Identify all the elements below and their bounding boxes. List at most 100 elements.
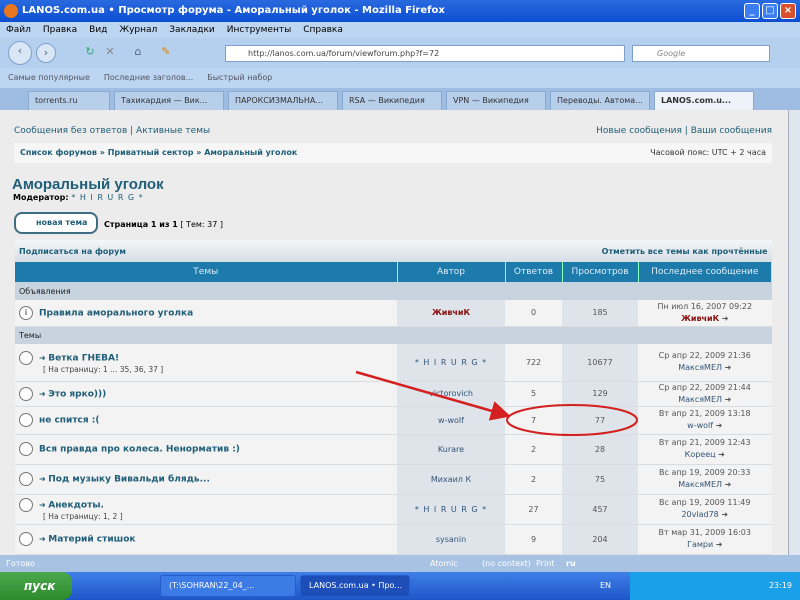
new-topic-button[interactable]: новая тема [14, 212, 98, 234]
topic-title[interactable]: Это ярко))) [48, 389, 107, 399]
window-title: LANOS.com.ua • Просмотр форума - Амораль… [22, 5, 445, 16]
tab-vpn[interactable]: VPN — Википедия [446, 91, 546, 110]
maximize-button[interactable]: □ [762, 3, 778, 19]
topic-title[interactable]: Материй стишок [48, 534, 136, 545]
topic-author[interactable]: victorovich [397, 381, 505, 407]
menu-edit[interactable]: Правка [42, 25, 78, 35]
breadcrumb-forum-list[interactable]: Список форумов [20, 148, 97, 157]
tab-translations[interactable]: Переводы. Автома... [550, 91, 650, 110]
url-bar[interactable]: http://lanos.com.ua/forum/viewforum.php?… [225, 45, 625, 62]
goto-last-post-icon[interactable]: ➜ [724, 363, 732, 373]
your-posts-link[interactable]: Ваши сообщения [690, 126, 772, 136]
forward-button[interactable]: › [36, 43, 56, 63]
goto-last-post-icon[interactable]: ➜ [715, 421, 723, 430]
last-post-user[interactable]: ЖивчиК [681, 313, 720, 323]
moderator-link[interactable]: * H I R U R G * [71, 193, 144, 202]
bookmark-most-visited[interactable]: Самые популярные [8, 73, 90, 82]
topic-pages[interactable]: [ На страницу: 1 ... 35, 36, 37 ] [43, 364, 164, 374]
bookmark-latest-headlines[interactable]: Последние заголов... [103, 73, 194, 82]
menu-bookmarks[interactable]: Закладки [169, 25, 215, 35]
topic-author[interactable]: sysanin [397, 524, 505, 555]
last-post-user[interactable]: МаксяМЕЛ [678, 363, 723, 373]
topic-author[interactable]: w-wolf [397, 406, 505, 435]
col-replies: Ответов [505, 262, 563, 282]
topic-author[interactable]: Михаил К [397, 464, 505, 495]
reload-icon[interactable]: ↻ [85, 45, 95, 58]
vertical-scrollbar[interactable] [788, 110, 800, 555]
topic-author[interactable]: * H I R U R G * [397, 344, 505, 382]
new-posts-link[interactable]: Новые сообщения [596, 126, 682, 136]
search-input[interactable]: Google [632, 45, 770, 62]
goto-last-post-icon[interactable]: ➜ [724, 394, 732, 404]
status-text: Готово [6, 559, 35, 568]
menu-file[interactable]: Файл [6, 25, 31, 35]
close-button[interactable]: × [780, 3, 796, 19]
topic-pages[interactable]: [ На страницу: 1, 2 ] [43, 511, 123, 521]
menu-help[interactable]: Справка [303, 25, 343, 35]
print-label[interactable]: Print [536, 559, 555, 568]
subscribe-link[interactable]: Подписаться на форум [19, 246, 126, 256]
system-tray: 23:19 [630, 572, 800, 600]
tab-torrents[interactable]: torrents.ru [28, 91, 110, 110]
firefox-icon [4, 4, 18, 18]
navigation-toolbar: ‹ › ↻ ✕ ⌂ ✎ http://lanos.com.ua/forum/vi… [0, 38, 800, 68]
topic-title[interactable]: Вся правда про колеса. Ненорматив :) [39, 444, 240, 455]
topic-row: Вся правда про колеса. Ненорматив :) Kur… [15, 434, 772, 465]
last-post-user[interactable]: w-wolf [687, 421, 714, 430]
last-post-user[interactable]: МаксяМЕЛ [678, 480, 723, 489]
new-post-icon[interactable]: ➜ [39, 389, 49, 398]
topic-title[interactable]: не спится :( [39, 415, 100, 426]
annotation-arrow [355, 370, 511, 421]
last-post-date: Ср апр 22, 2009 21:36 [658, 351, 751, 361]
menu-view[interactable]: Вид [89, 25, 108, 35]
goto-last-post-icon[interactable]: ➜ [721, 510, 729, 519]
topic-replies: 5 [505, 381, 562, 407]
topic-row: ➜ Анекдоты.[ На страницу: 1, 2 ] * H I R… [15, 494, 772, 525]
menu-tools[interactable]: Инструменты [226, 25, 292, 35]
back-button[interactable]: ‹ [8, 41, 32, 65]
active-topics-link[interactable]: Активные темы [136, 126, 211, 136]
unanswered-link[interactable]: Сообщения без ответов [14, 126, 128, 136]
goto-last-post-icon[interactable]: ➜ [718, 450, 725, 459]
breadcrumb-current[interactable]: Аморальный уголок [204, 148, 298, 157]
tab-rsa[interactable]: RSA — Википедия [342, 91, 442, 110]
language-indicator[interactable]: ru [566, 559, 576, 568]
topic-row: ➜ Ветка ГНЕВА![ На страницу: 1 ... 35, 3… [15, 344, 772, 382]
tab-lanos[interactable]: LANOS.com.u... [654, 91, 754, 110]
topic-title[interactable]: Под музыку Вивальди блядь... [48, 474, 210, 485]
taskbar-item-folder[interactable]: (T:\SOHRAN\22_04_... [160, 575, 296, 597]
pencil-icon[interactable]: ✎ [161, 45, 171, 58]
goto-last-post-icon[interactable]: ➜ [724, 480, 732, 489]
last-post-user[interactable]: Гамри [687, 540, 714, 549]
topic-title[interactable]: Правила аморального уголка [39, 308, 194, 319]
menu-history[interactable]: Журнал [119, 25, 158, 35]
last-post-user[interactable]: Кореец [684, 450, 716, 459]
input-language[interactable]: EN [600, 581, 612, 590]
last-post-user[interactable]: 20vlad78 [681, 510, 719, 519]
goto-last-post-icon[interactable]: ➜ [721, 313, 729, 323]
stop-icon[interactable]: ✕ [105, 45, 115, 58]
last-post-user[interactable]: МаксяМЕЛ [678, 394, 723, 404]
new-post-icon[interactable]: ➜ [39, 500, 49, 509]
new-post-icon[interactable]: ➜ [39, 474, 49, 484]
bookmark-speed-dial[interactable]: Быстрый набор [207, 73, 273, 82]
topic-replies: 27 [505, 494, 562, 525]
mark-read-link[interactable]: Отметить все темы как прочтённые [601, 246, 768, 256]
tab-paroxysmal[interactable]: ПАРОКСИЗМАЛЬНА... [228, 91, 338, 110]
new-post-icon[interactable]: ➜ [39, 353, 49, 363]
taskbar-item-firefox[interactable]: LANOS.com.ua • Про... [300, 575, 410, 597]
topic-author[interactable]: * H I R U R G * [397, 494, 505, 525]
breadcrumb-private[interactable]: Приватный сектор [107, 148, 194, 157]
goto-last-post-icon[interactable]: ➜ [715, 540, 723, 549]
window-title-bar: LANOS.com.ua • Просмотр форума - Амораль… [0, 0, 800, 22]
new-post-icon[interactable]: ➜ [39, 534, 49, 544]
topic-views: 457 [562, 494, 638, 525]
home-icon[interactable]: ⌂ [134, 45, 142, 58]
tab-tachycardia[interactable]: Тахикардия — Вик... [114, 91, 224, 110]
topic-title[interactable]: Ветка ГНЕВА! [48, 353, 120, 364]
start-button[interactable]: пуск [0, 572, 72, 600]
topic-author[interactable]: ЖивчиК [397, 300, 505, 327]
minimize-button[interactable]: _ [744, 3, 760, 19]
topic-title[interactable]: Анекдоты. [48, 500, 104, 510]
topic-author[interactable]: Kurare [397, 434, 505, 465]
